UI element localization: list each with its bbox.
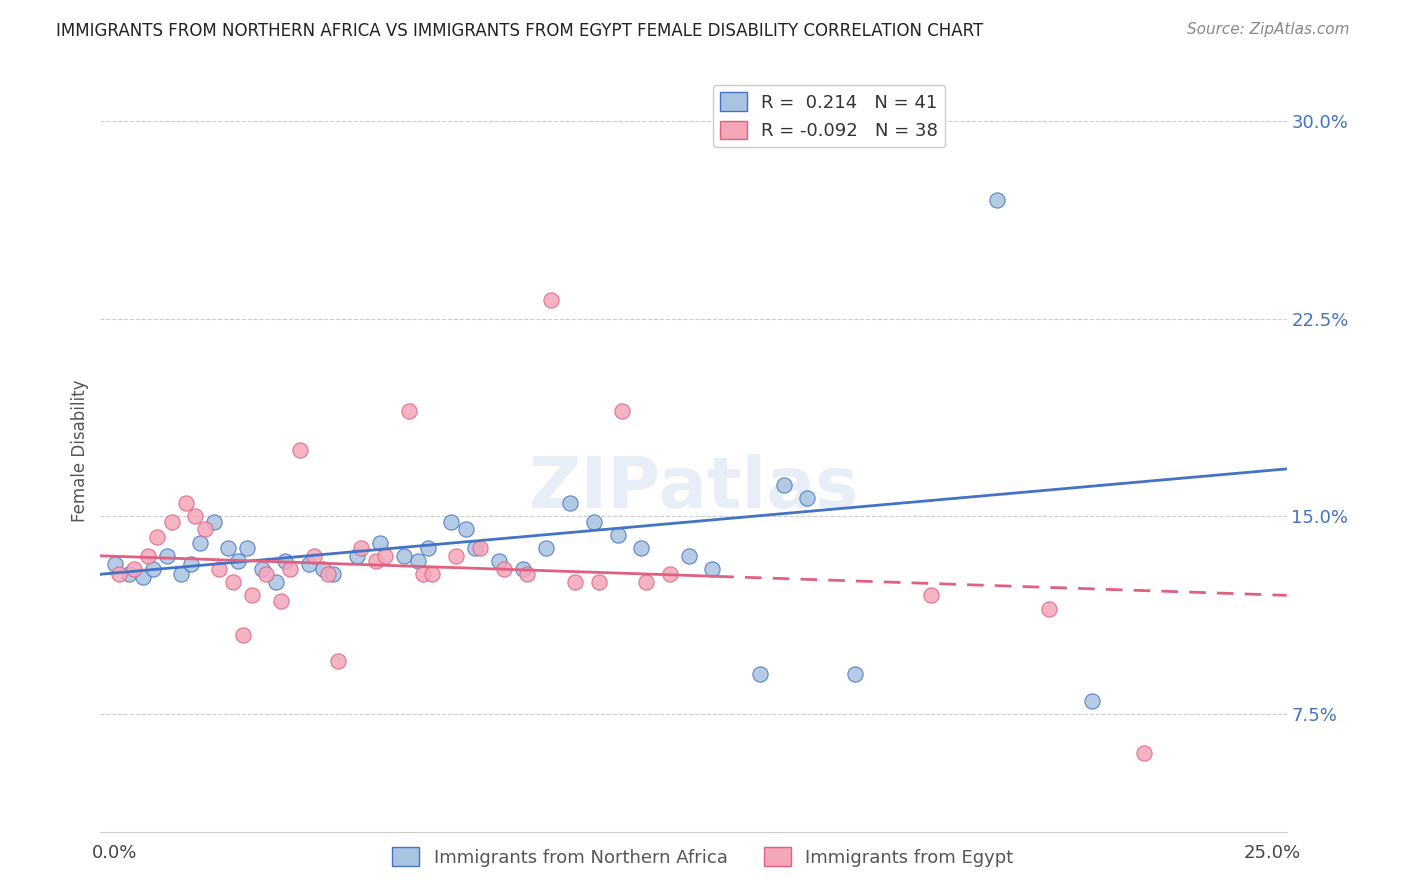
Point (920, 588, 942, 602)
Point (1133, 747, 1156, 761)
Text: ZIPatlas: ZIPatlas (529, 454, 859, 523)
Point (288, 443, 311, 458)
Point (536, 541, 558, 555)
Point (440, 515, 463, 529)
Point (422, 567, 444, 582)
Point (492, 562, 515, 576)
Point (278, 562, 301, 576)
Point (350, 541, 373, 555)
Point (254, 567, 277, 582)
Point (416, 541, 439, 555)
Point (464, 541, 486, 555)
Point (582, 515, 605, 529)
Point (658, 567, 681, 582)
Point (772, 477, 794, 491)
Point (374, 549, 396, 563)
Point (208, 562, 231, 576)
Point (444, 549, 467, 563)
Point (194, 523, 217, 537)
Point (222, 575, 245, 590)
Point (316, 567, 339, 582)
Point (322, 567, 344, 582)
Point (202, 515, 225, 529)
Point (368, 535, 391, 549)
Point (844, 667, 866, 681)
Point (796, 491, 818, 505)
Point (226, 554, 249, 568)
Text: 0.0%: 0.0% (91, 844, 136, 862)
Point (412, 567, 434, 582)
Text: Source: ZipAtlas.com: Source: ZipAtlas.com (1187, 22, 1350, 37)
Point (558, 496, 581, 510)
Legend: Immigrants from Northern Africa, Immigrants from Egypt: Immigrants from Northern Africa, Immigra… (385, 840, 1021, 874)
Point (468, 541, 491, 555)
Point (516, 567, 538, 582)
Point (702, 562, 724, 576)
Point (512, 562, 534, 576)
Point (118, 567, 141, 582)
Point (264, 575, 287, 590)
Point (398, 404, 420, 418)
Point (141, 562, 163, 576)
Point (160, 515, 183, 529)
Point (488, 554, 510, 568)
Point (108, 567, 131, 582)
Point (634, 575, 657, 590)
Point (274, 554, 297, 568)
Point (540, 293, 562, 308)
Point (240, 588, 263, 602)
Point (136, 549, 159, 563)
Point (1081, 694, 1104, 708)
Point (406, 554, 429, 568)
Point (748, 667, 770, 681)
Text: 25.0%: 25.0% (1243, 844, 1301, 862)
Point (986, 193, 1008, 207)
Text: IMMIGRANTS FROM NORTHERN AFRICA VS IMMIGRANTS FROM EGYPT FEMALE DISABILITY CORRE: IMMIGRANTS FROM NORTHERN AFRICA VS IMMIG… (56, 22, 983, 40)
Point (298, 557, 321, 571)
Point (170, 567, 193, 582)
Point (270, 593, 292, 607)
Point (103, 557, 125, 571)
Point (392, 549, 415, 563)
Point (326, 654, 349, 668)
Point (302, 549, 325, 563)
Point (564, 575, 586, 590)
Point (612, 404, 634, 418)
Point (132, 570, 155, 584)
Point (606, 527, 628, 541)
Point (156, 549, 179, 563)
Point (588, 575, 610, 590)
Point (122, 562, 145, 576)
Point (188, 535, 211, 549)
Point (312, 562, 335, 576)
Point (346, 549, 368, 563)
Point (179, 557, 201, 571)
Point (174, 496, 197, 510)
Point (364, 554, 387, 568)
Point (454, 523, 477, 537)
Point (630, 541, 652, 555)
Point (232, 628, 254, 642)
Point (1038, 601, 1060, 615)
Point (678, 549, 700, 563)
Point (250, 562, 273, 576)
Y-axis label: Female Disability: Female Disability (72, 379, 89, 522)
Point (217, 541, 239, 555)
Point (236, 541, 259, 555)
Legend: R =  0.214   N = 41, R = -0.092   N = 38: R = 0.214 N = 41, R = -0.092 N = 38 (713, 86, 945, 147)
Point (146, 530, 169, 544)
Point (184, 509, 207, 524)
